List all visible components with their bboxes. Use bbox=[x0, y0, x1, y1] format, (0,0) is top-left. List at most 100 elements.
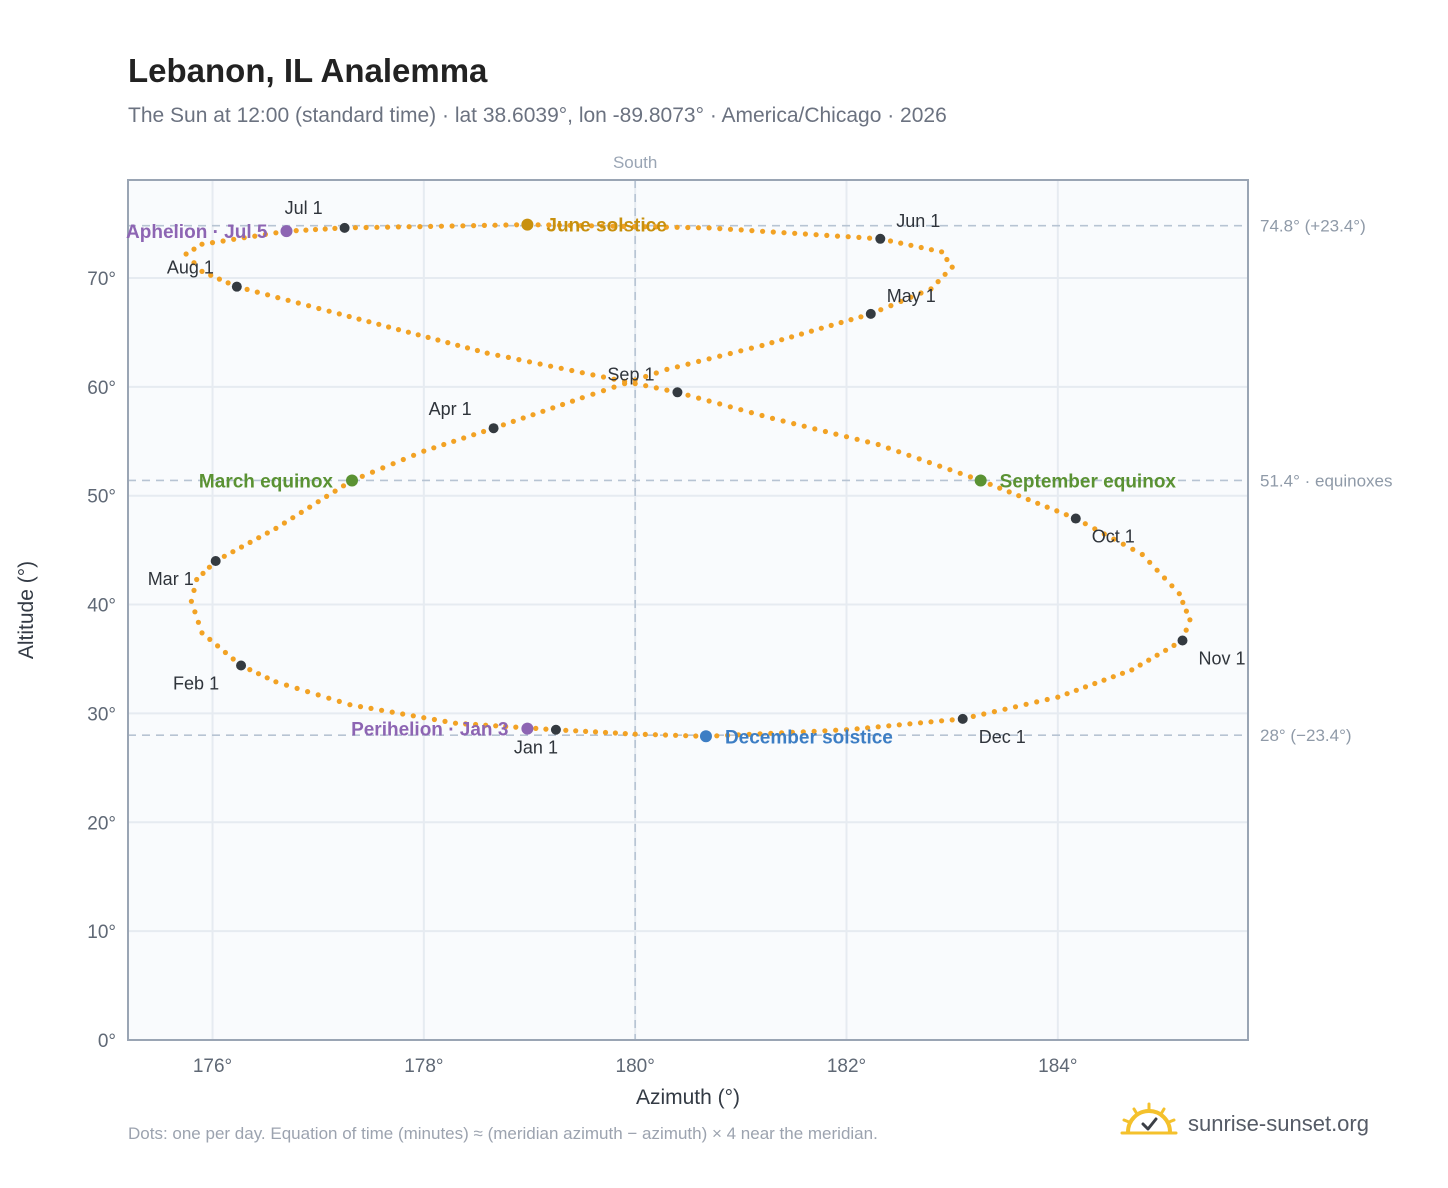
month-marker bbox=[1177, 635, 1188, 646]
daily-sun-dot bbox=[683, 733, 689, 739]
daily-sun-dot bbox=[865, 725, 871, 731]
daily-sun-dot bbox=[220, 238, 226, 244]
daily-sun-dot bbox=[939, 718, 945, 724]
daily-sun-dot bbox=[746, 731, 752, 737]
daily-sun-dot bbox=[191, 587, 197, 594]
daily-sun-dot bbox=[405, 329, 411, 335]
daily-sun-dot bbox=[369, 469, 376, 475]
daily-sun-dot bbox=[664, 387, 670, 393]
daily-sun-dot bbox=[695, 225, 702, 231]
daily-sun-dot bbox=[1082, 521, 1088, 527]
daily-sun-dot bbox=[406, 224, 412, 230]
daily-sun-dot bbox=[653, 370, 659, 376]
brand[interactable]: sunrise-sunset.org bbox=[1120, 1102, 1369, 1146]
y-tick-label: 40° bbox=[87, 596, 116, 617]
daily-sun-dot bbox=[706, 225, 712, 231]
daily-sun-dot bbox=[183, 251, 189, 257]
brand-name[interactable]: sunrise-sunset.org bbox=[1188, 1111, 1369, 1136]
daily-sun-dot bbox=[346, 313, 352, 320]
daily-sun-dot bbox=[366, 319, 372, 325]
daily-sun-dot bbox=[858, 314, 864, 320]
month-marker bbox=[672, 387, 683, 398]
daily-sun-dot bbox=[558, 365, 564, 371]
daily-sun-dot bbox=[1169, 583, 1175, 589]
x-tick-label: 184° bbox=[1038, 1056, 1077, 1077]
daily-sun-dot bbox=[579, 395, 585, 401]
daily-sun-dot bbox=[578, 223, 584, 229]
daily-sun-dot bbox=[867, 235, 873, 241]
daily-sun-dot bbox=[1054, 508, 1060, 514]
daily-sun-dot bbox=[500, 422, 506, 428]
sun-logo-icon bbox=[1120, 1102, 1178, 1135]
daily-sun-dot bbox=[573, 728, 579, 734]
month-label: Jan 1 bbox=[514, 738, 558, 758]
daily-sun-dot bbox=[896, 449, 902, 455]
daily-sun-dot bbox=[241, 235, 247, 241]
daily-sun-dot bbox=[264, 675, 270, 681]
month-marker bbox=[210, 556, 221, 567]
daily-sun-dot bbox=[535, 222, 541, 228]
daily-sun-dot bbox=[1101, 531, 1107, 537]
daily-sun-dot bbox=[813, 232, 819, 238]
daily-sun-dot bbox=[939, 249, 945, 255]
month-label: Jun 1 bbox=[896, 211, 940, 231]
daily-sun-dot bbox=[811, 728, 817, 734]
daily-sun-dot bbox=[481, 428, 487, 435]
daily-sun-dot bbox=[293, 228, 299, 234]
daily-sun-dot bbox=[556, 222, 563, 228]
daily-sun-dot bbox=[717, 401, 723, 407]
daily-sun-dot bbox=[865, 439, 871, 445]
daily-sun-dot bbox=[543, 726, 549, 732]
daily-sun-dot bbox=[714, 733, 720, 739]
month-label: Feb 1 bbox=[173, 674, 219, 694]
daily-sun-dot bbox=[1064, 691, 1070, 697]
month-marker bbox=[1070, 513, 1081, 524]
daily-sun-dot bbox=[1120, 541, 1126, 547]
daily-sun-dot bbox=[385, 224, 391, 230]
daily-sun-dot bbox=[1183, 608, 1189, 614]
month-marker bbox=[231, 281, 242, 292]
daily-sun-dot bbox=[818, 325, 824, 331]
daily-sun-dot bbox=[685, 361, 691, 367]
daily-sun-dot bbox=[363, 224, 369, 231]
daily-sun-dot bbox=[569, 367, 575, 374]
daily-sun-dot bbox=[390, 461, 396, 467]
daily-sun-dot bbox=[917, 720, 924, 726]
month-marker bbox=[550, 724, 561, 735]
month-marker bbox=[957, 713, 968, 724]
daily-sun-dot bbox=[516, 357, 522, 363]
event-marker bbox=[699, 730, 712, 743]
daily-sun-dot bbox=[264, 530, 270, 536]
daily-sun-dot bbox=[907, 721, 913, 727]
daily-sun-dot bbox=[838, 319, 844, 326]
daily-sun-dot bbox=[359, 473, 365, 479]
daily-sun-dot bbox=[781, 230, 787, 236]
x-tick-label: 176° bbox=[193, 1056, 232, 1077]
daily-sun-dot bbox=[632, 731, 638, 737]
daily-sun-dot bbox=[748, 410, 755, 416]
daily-sun-dot bbox=[947, 467, 953, 473]
month-marker bbox=[488, 423, 499, 434]
daily-sun-dot bbox=[410, 713, 416, 719]
daily-sun-dot bbox=[987, 481, 993, 487]
month-marker bbox=[339, 222, 350, 233]
daily-sun-dot bbox=[326, 308, 332, 314]
daily-sun-dot bbox=[395, 327, 402, 333]
daily-sun-dot bbox=[560, 401, 566, 408]
daily-sun-dot bbox=[1035, 500, 1041, 506]
daily-sun-dot bbox=[834, 233, 841, 239]
month-label: May 1 bbox=[887, 286, 936, 306]
plot-area bbox=[128, 180, 1248, 1040]
daily-sun-dot bbox=[194, 576, 200, 583]
month-label: Jul 1 bbox=[285, 198, 323, 218]
daily-sun-dot bbox=[230, 656, 236, 662]
daily-sun-dot bbox=[563, 727, 569, 733]
daily-sun-dot bbox=[281, 520, 287, 526]
daily-sun-dot bbox=[199, 268, 205, 274]
month-marker bbox=[875, 233, 886, 244]
daily-sun-dot bbox=[347, 702, 353, 708]
y-tick-label: 70° bbox=[87, 269, 116, 290]
daily-sun-dot bbox=[1006, 489, 1012, 495]
daily-sun-dot bbox=[256, 535, 262, 541]
daily-sun-dot bbox=[791, 421, 797, 427]
